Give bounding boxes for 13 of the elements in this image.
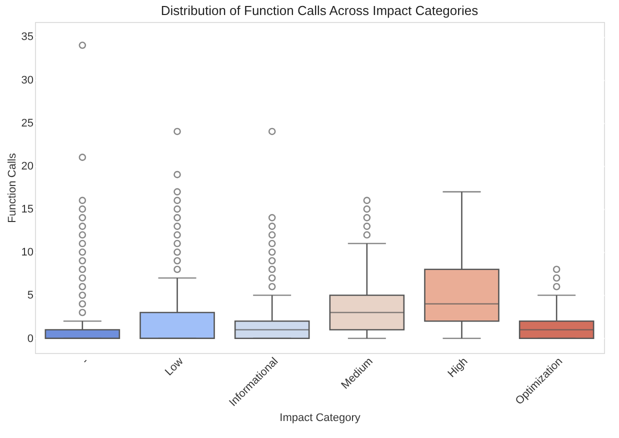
y-tick-label: 0 bbox=[27, 332, 34, 345]
y-tick-label: 20 bbox=[21, 160, 34, 172]
y-tick-label: 30 bbox=[21, 74, 34, 86]
x-axis-title: Impact Category bbox=[280, 412, 361, 424]
y-tick-label: 5 bbox=[27, 290, 34, 302]
y-tick-label: 10 bbox=[21, 246, 34, 259]
y-tick-label: 35 bbox=[21, 31, 34, 44]
y-tick-label: 25 bbox=[21, 117, 34, 130]
chart-title: Distribution of Function Calls Across Impact Categories bbox=[160, 3, 479, 18]
x-tick-label: Low bbox=[162, 355, 186, 378]
y-tick-label: 15 bbox=[21, 204, 34, 216]
y-axis-title: Function Calls bbox=[6, 152, 18, 223]
x-tick-label: - bbox=[80, 355, 92, 367]
